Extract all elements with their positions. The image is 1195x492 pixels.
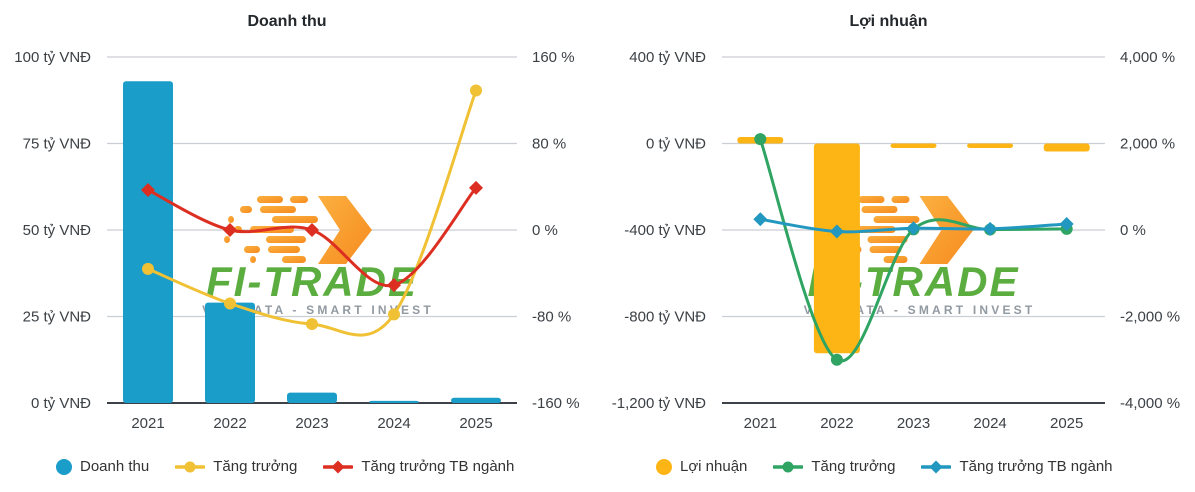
tang-truong-tb-nganh-legend-marker-icon bbox=[921, 459, 952, 475]
profit-legend: Lợi nhuận Tăng trưởng Tăng trưởng TB ngà… bbox=[656, 458, 1113, 475]
point-2024[interactable] bbox=[387, 278, 401, 293]
point-2021[interactable] bbox=[754, 133, 767, 146]
point-2021[interactable] bbox=[753, 212, 768, 227]
legend-item-tang-truong[interactable]: Tăng trưởng bbox=[175, 458, 297, 475]
legend-label: Tăng trưởng bbox=[811, 458, 896, 475]
profit-chart-panel: Lợi nhuận 400 tỷ VNĐ 4,000 % 0 tỷ VNĐ 2,000 … bbox=[598, 0, 1195, 492]
chart-title: Doanh thu bbox=[247, 13, 326, 30]
legend-item-tang-truong[interactable]: Tăng trưởng bbox=[773, 458, 895, 475]
loi-nhuan-legend-marker-icon bbox=[656, 458, 672, 475]
legend-label: Tăng trưởng TB ngành bbox=[959, 458, 1113, 475]
x-axis-label: 2024 bbox=[973, 415, 1006, 432]
y-axis-label-left: 0 tỷ VNĐ bbox=[31, 395, 91, 412]
x-axis-label: 2023 bbox=[897, 415, 930, 432]
y-axis-label-right: 80 % bbox=[532, 136, 566, 153]
line-series-0[interactable] bbox=[758, 137, 1069, 363]
tang-truong-tb-nganh-legend-marker-icon bbox=[323, 459, 354, 475]
x-axis-label: 2025 bbox=[1050, 415, 1083, 432]
legend-label: Tăng trưởng bbox=[213, 458, 298, 475]
y-axis-label-left: -400 tỷ VNĐ bbox=[624, 222, 706, 239]
point-2024[interactable] bbox=[983, 221, 998, 236]
revenue-chart: Doanh thu 100 tỷ VNĐ 160 % 75 tỷ VNĐ 80 % 50 … bbox=[14, 13, 580, 432]
y-axis-label-right: 2,000 % bbox=[1120, 136, 1175, 153]
y-axis-label-right: 4,000 % bbox=[1120, 49, 1175, 66]
x-axis-label: 2024 bbox=[377, 415, 410, 432]
bar-2025[interactable] bbox=[451, 397, 501, 403]
legend-item-doanh-thu[interactable]: Doanh thu bbox=[56, 458, 149, 475]
watermark-tagline-text: VAS DATA - SMART INVEST bbox=[804, 303, 1036, 317]
bar-2021[interactable] bbox=[123, 81, 173, 403]
legend-label: Doanh thu bbox=[80, 458, 150, 475]
x-axis-label: 2023 bbox=[295, 415, 328, 432]
legend-label: Lợi nhuận bbox=[680, 458, 748, 475]
x-axis-label: 2021 bbox=[744, 415, 777, 432]
point-2022[interactable] bbox=[829, 224, 844, 239]
y-axis-label-left: 75 tỷ VNĐ bbox=[23, 136, 92, 153]
legend-label: Tăng trưởng TB ngành bbox=[361, 458, 515, 475]
x-axis-label: 2022 bbox=[820, 415, 853, 432]
revenue-chart-panel: Doanh thu 100 tỷ VNĐ 160 % 75 tỷ VNĐ 80 % 50 … bbox=[0, 0, 597, 492]
point-2021[interactable] bbox=[141, 182, 155, 197]
bar-2025[interactable] bbox=[1043, 143, 1090, 152]
y-axis-label-left: 50 tỷ VNĐ bbox=[23, 222, 92, 239]
y-axis-label-left: 25 tỷ VNĐ bbox=[23, 309, 92, 326]
y-axis-label-left: -1,200 tỷ VNĐ bbox=[612, 395, 706, 412]
y-axis-label-left: 0 tỷ VNĐ bbox=[646, 136, 706, 153]
line-series-0[interactable] bbox=[146, 89, 478, 337]
x-axis-label: 2021 bbox=[131, 415, 164, 432]
point-2022[interactable] bbox=[223, 223, 237, 237]
legend-item-tang-truong-tb-nganh[interactable]: Tăng trưởng TB ngành bbox=[323, 458, 514, 475]
chart-title: Lợi nhuận bbox=[849, 13, 927, 30]
y-axis-label-right: -2,000 % bbox=[1120, 309, 1180, 326]
y-axis-label-right: -80 % bbox=[532, 309, 571, 326]
watermark-brand-text: FI-TRADE bbox=[206, 258, 418, 305]
legend-item-tang-truong-tb-nganh[interactable]: Tăng trưởng TB ngành bbox=[921, 458, 1113, 475]
point-2025[interactable] bbox=[469, 180, 483, 195]
point-2025[interactable] bbox=[1059, 216, 1074, 231]
fitrade-logo-icon bbox=[224, 196, 372, 264]
doanh-thu-legend-marker-icon bbox=[56, 458, 72, 475]
bar-2023[interactable] bbox=[287, 392, 337, 403]
x-axis-label: 2025 bbox=[459, 415, 492, 432]
bar-2022[interactable] bbox=[813, 143, 860, 354]
y-axis-label-left: 100 tỷ VNĐ bbox=[14, 49, 91, 66]
y-axis-label-left: 400 tỷ VNĐ bbox=[629, 49, 706, 66]
point-2022[interactable] bbox=[830, 353, 843, 366]
point-2021[interactable] bbox=[142, 262, 154, 275]
tang-truong-legend-marker-icon bbox=[773, 459, 804, 475]
bar-2023[interactable] bbox=[890, 143, 937, 149]
tang-truong-legend-marker-icon bbox=[175, 459, 206, 475]
bar-2022[interactable] bbox=[205, 302, 255, 403]
point-2023[interactable] bbox=[306, 318, 318, 331]
point-2025[interactable] bbox=[470, 84, 482, 97]
profit-chart: Lợi nhuận 400 tỷ VNĐ 4,000 % 0 tỷ VNĐ 2,000 … bbox=[612, 13, 1180, 432]
y-axis-label-right: -4,000 % bbox=[1120, 395, 1180, 412]
y-axis-label-left: -800 tỷ VNĐ bbox=[624, 309, 706, 326]
point-2023[interactable] bbox=[906, 221, 921, 236]
point-2024[interactable] bbox=[388, 308, 400, 321]
legend-item-loi-nhuan[interactable]: Lợi nhuận bbox=[656, 458, 747, 475]
y-axis-label-right: 0 % bbox=[1120, 222, 1146, 239]
y-axis-label-right: 0 % bbox=[532, 222, 558, 239]
point-2023[interactable] bbox=[305, 223, 319, 237]
bar-2024[interactable] bbox=[967, 143, 1014, 149]
y-axis-label-right: -160 % bbox=[532, 395, 580, 412]
x-axis-label: 2022 bbox=[213, 415, 246, 432]
y-axis-label-right: 160 % bbox=[532, 49, 575, 66]
revenue-legend: Doanh thu Tăng trưởng Tăng trưởng TB ngà… bbox=[56, 458, 514, 475]
point-2022[interactable] bbox=[224, 297, 236, 310]
bar-2024[interactable] bbox=[369, 400, 419, 403]
